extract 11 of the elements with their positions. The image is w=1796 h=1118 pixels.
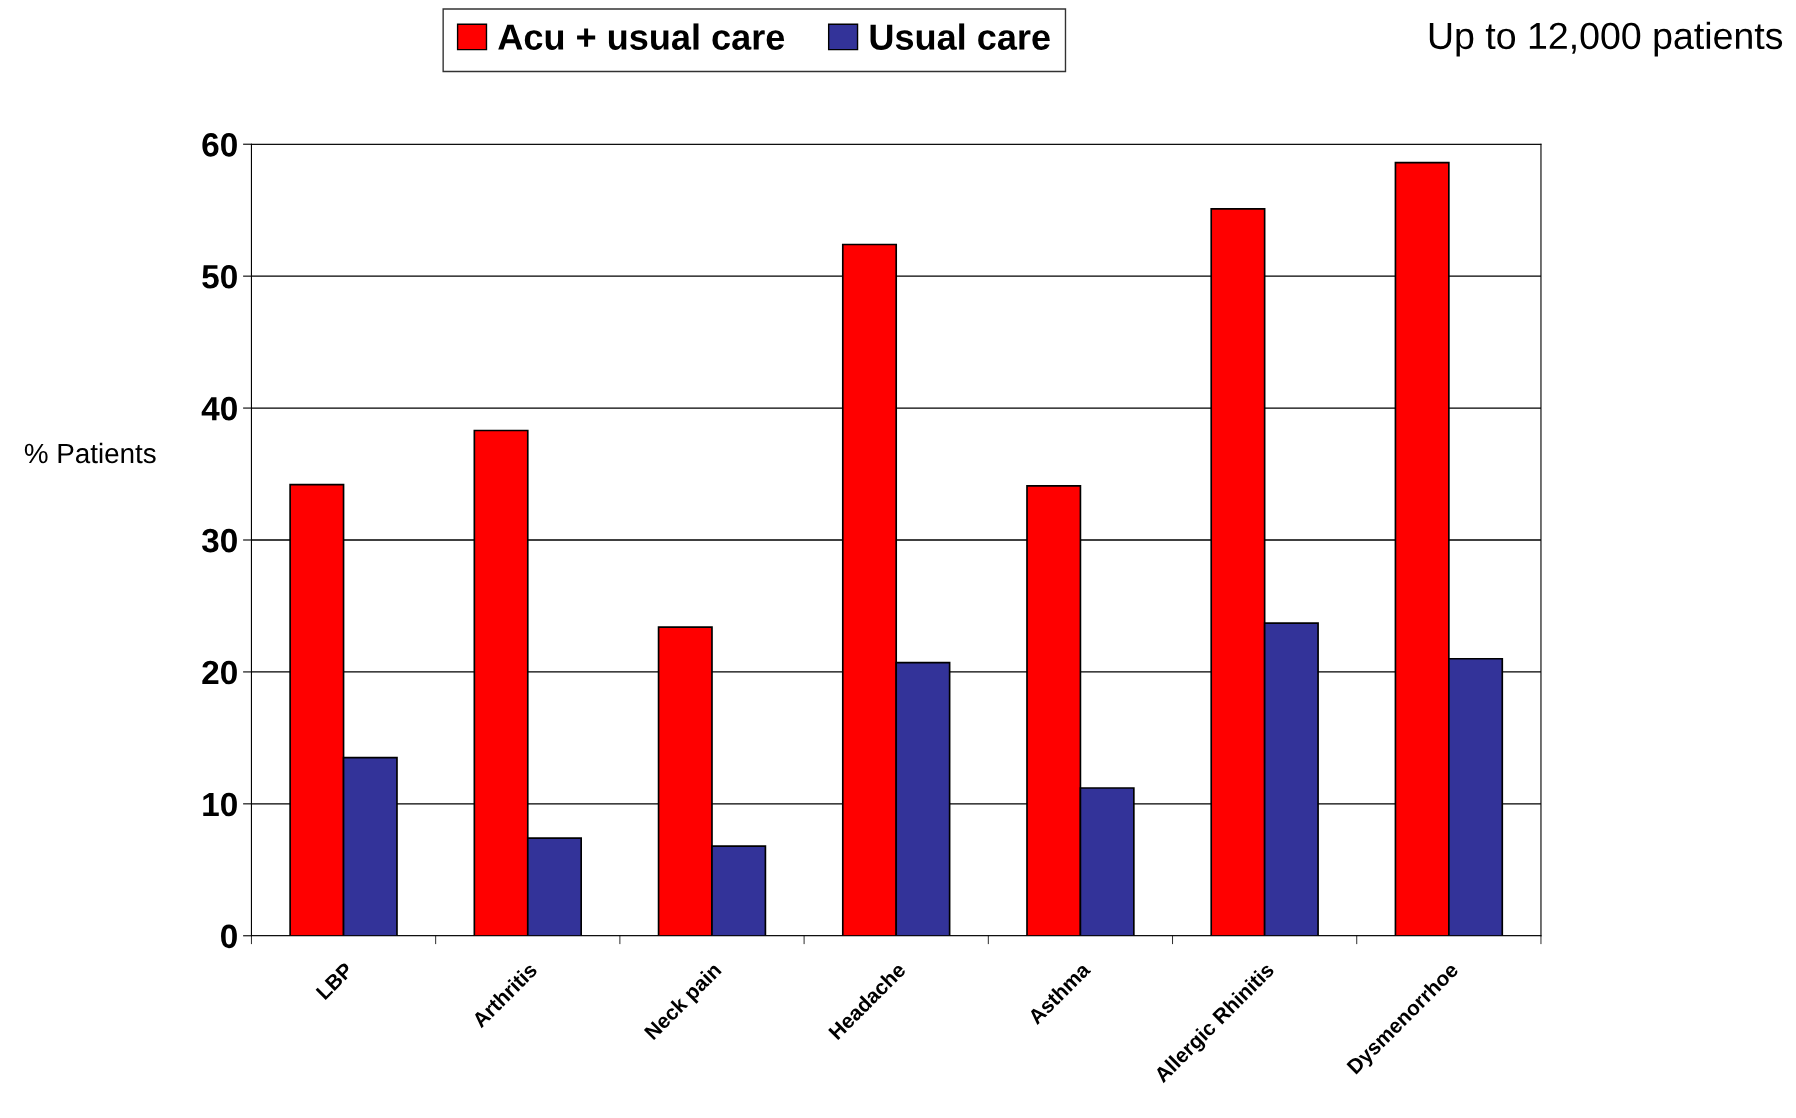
y-tick-label: 20 <box>202 660 237 685</box>
legend-label: Usual care <box>870 23 1050 50</box>
y-axis-title: % Patients <box>24 442 156 464</box>
y-tick-label: 0 <box>221 924 237 949</box>
y-tick-label: 50 <box>202 264 237 289</box>
y-tick-label: 40 <box>201 396 237 421</box>
legend-label: Acu + usual care <box>498 23 785 50</box>
y-tick-label: 60 <box>202 133 237 157</box>
text: Up to 12,000 patients <box>1429 21 1783 57</box>
y-tick-label: 10 <box>203 792 237 817</box>
y-tick-label: 30 <box>201 528 237 553</box>
